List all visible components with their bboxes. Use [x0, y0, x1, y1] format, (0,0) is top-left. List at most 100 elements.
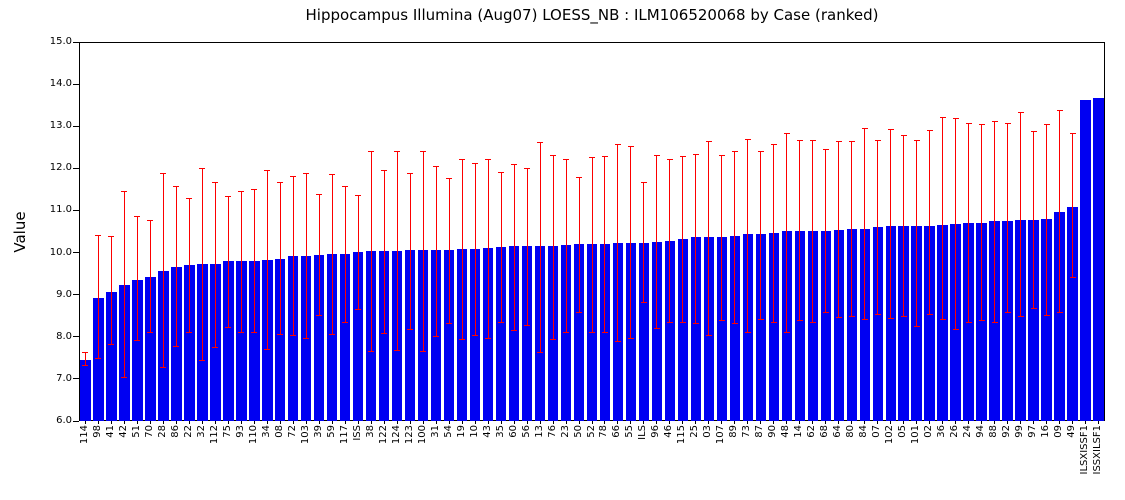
- x-tick: [1085, 421, 1087, 424]
- error-bar: [695, 154, 697, 324]
- bar: [716, 236, 728, 421]
- error-bar: [812, 140, 814, 323]
- error-cap-bottom: [926, 313, 933, 315]
- error-bar: [799, 140, 801, 321]
- x-tick: [786, 421, 788, 424]
- error-bar: [344, 186, 346, 323]
- error-bar: [175, 186, 177, 347]
- error-bar: [877, 140, 879, 315]
- x-tick: [305, 421, 307, 424]
- x-tick-label: 05: [897, 425, 909, 438]
- error-cap-bottom: [731, 323, 738, 325]
- error-bar: [955, 118, 957, 330]
- error-cap-bottom: [913, 326, 920, 328]
- error-bar: [630, 146, 632, 339]
- error-cap-bottom: [627, 338, 634, 340]
- error-cap-top: [498, 172, 505, 174]
- y-tick: [73, 420, 79, 422]
- error-cap-bottom: [550, 339, 557, 341]
- error-cap-top: [524, 168, 531, 170]
- error-bar: [409, 173, 411, 330]
- x-tick: [1046, 421, 1048, 424]
- error-bar: [916, 140, 918, 327]
- bar: [327, 254, 338, 421]
- error-bar: [591, 157, 593, 333]
- x-tick-label: 28: [156, 425, 168, 438]
- bar: [872, 227, 883, 421]
- error-bar: [942, 117, 944, 320]
- x-tick-label: 24: [962, 425, 974, 438]
- error-cap-bottom: [614, 340, 621, 342]
- error-cap-bottom: [900, 316, 907, 318]
- error-cap-top: [939, 116, 946, 118]
- error-cap-top: [563, 158, 570, 160]
- x-tick: [279, 421, 281, 424]
- error-bar: [357, 195, 359, 310]
- x-tick-label: 60: [507, 425, 519, 438]
- x-tick-label: 89: [728, 425, 740, 438]
- x-tick: [253, 421, 255, 424]
- x-tick-label: 76: [546, 425, 558, 438]
- x-tick: [1033, 421, 1035, 424]
- error-cap-top: [783, 132, 790, 134]
- error-cap-bottom: [991, 321, 998, 323]
- error-bar: [825, 149, 827, 313]
- bar: [846, 229, 857, 421]
- x-tick-label: 78: [598, 425, 610, 438]
- bar: [249, 260, 260, 421]
- x-tick-label: ILSXISSF1: [1079, 425, 1091, 475]
- x-tick: [682, 421, 684, 424]
- x-tick-label: 72: [286, 425, 298, 438]
- y-tick: [73, 378, 79, 380]
- error-cap-top: [160, 173, 167, 175]
- error-cap-top: [290, 176, 297, 178]
- x-tick-label: 42: [117, 425, 129, 438]
- error-cap-bottom: [1017, 316, 1024, 318]
- x-tick-label: 52: [585, 425, 597, 438]
- x-tick-label: 96: [650, 425, 662, 438]
- error-bar: [526, 168, 528, 326]
- error-cap-bottom: [303, 338, 310, 340]
- x-tick: [136, 421, 138, 424]
- error-cap-bottom: [368, 351, 375, 353]
- bar: [807, 231, 818, 421]
- x-tick-label: 114: [78, 425, 90, 445]
- x-tick: [84, 421, 86, 424]
- error-cap-top: [887, 128, 894, 130]
- x-tick: [266, 421, 268, 424]
- error-bar: [981, 124, 983, 321]
- x-tick-label: 87: [754, 425, 766, 438]
- x-tick: [331, 421, 333, 424]
- x-tick: [721, 421, 723, 424]
- error-cap-bottom: [524, 325, 531, 327]
- x-tick-label: ILS: [637, 425, 649, 440]
- y-tick: [73, 209, 79, 211]
- x-tick: [500, 421, 502, 424]
- error-cap-bottom: [407, 329, 414, 331]
- error-bar: [1020, 112, 1022, 317]
- x-tick-label: 23: [559, 425, 571, 438]
- x-tick-label: 38: [364, 425, 376, 438]
- bar: [573, 244, 585, 421]
- error-cap-top: [757, 151, 764, 153]
- error-cap-bottom: [640, 301, 647, 303]
- error-bar: [318, 194, 320, 316]
- x-tick: [214, 421, 216, 424]
- bar: [404, 250, 416, 421]
- x-tick: [175, 421, 177, 424]
- y-tick-label: 8.0: [56, 330, 72, 342]
- x-tick: [812, 421, 814, 424]
- bar: [755, 234, 767, 421]
- error-cap-bottom: [783, 332, 790, 334]
- error-cap-top: [264, 169, 271, 171]
- error-bar: [682, 156, 684, 323]
- x-tick-label: 49: [1066, 425, 1078, 438]
- error-cap-top: [926, 130, 933, 132]
- error-bar: [461, 159, 463, 340]
- y-tick-label: 10.0: [49, 246, 72, 258]
- error-cap-top: [1004, 123, 1011, 125]
- x-tick-label: 59: [325, 425, 337, 438]
- error-cap-top: [472, 162, 479, 164]
- x-tick: [760, 421, 762, 424]
- x-tick-label: 39: [312, 425, 324, 438]
